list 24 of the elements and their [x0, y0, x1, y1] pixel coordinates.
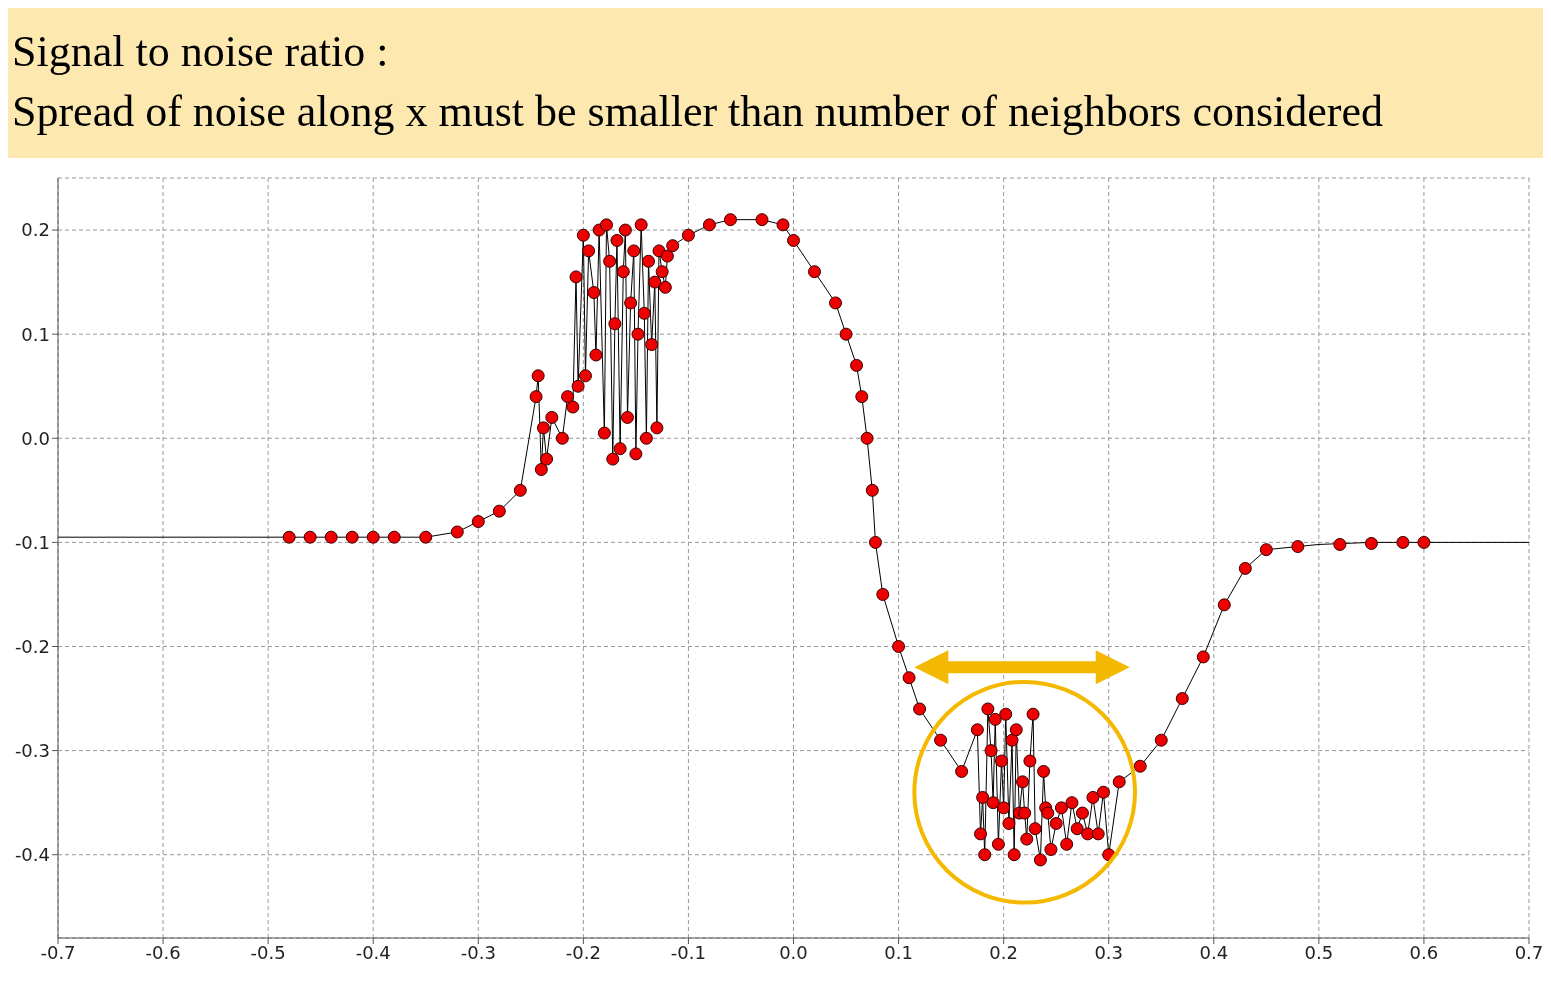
x-tick-label: -0.4 — [355, 941, 391, 963]
x-tick-label: 0.4 — [1199, 941, 1229, 963]
x-tick-label: 0.2 — [989, 941, 1018, 963]
x-tick-label: 0.7 — [1514, 941, 1544, 963]
x-tick-label: 0.1 — [884, 941, 913, 963]
chart-subtitle: Spread of noise along x must be smaller than number of neighbors considered — [12, 86, 1384, 138]
x-tick-label: -0.2 — [565, 941, 601, 963]
y-tick-label: -0.2 — [14, 635, 50, 657]
y-tick-label: -0.4 — [14, 844, 50, 866]
chart-title: Signal to noise ratio : — [12, 26, 390, 78]
x-tick-label: -0.5 — [250, 941, 286, 963]
x-tick-label: -0.3 — [460, 941, 496, 963]
x-tick-label: -0.1 — [670, 941, 706, 963]
x-tick-label: -0.7 — [40, 941, 76, 963]
y-tick-label: -0.3 — [14, 739, 50, 761]
y-tick-label: -0.1 — [14, 531, 50, 553]
y-tick-label: 0.2 — [21, 219, 50, 241]
x-tick-label: -0.6 — [145, 941, 181, 963]
y-tick-label: 0.0 — [21, 427, 50, 449]
x-tick-label: 0.6 — [1409, 941, 1439, 963]
x-tick-label: 0.0 — [779, 941, 808, 963]
y-tick-label: 0.1 — [21, 323, 50, 345]
x-tick-label: 0.5 — [1304, 941, 1334, 963]
x-tick-label: 0.3 — [1094, 941, 1124, 963]
